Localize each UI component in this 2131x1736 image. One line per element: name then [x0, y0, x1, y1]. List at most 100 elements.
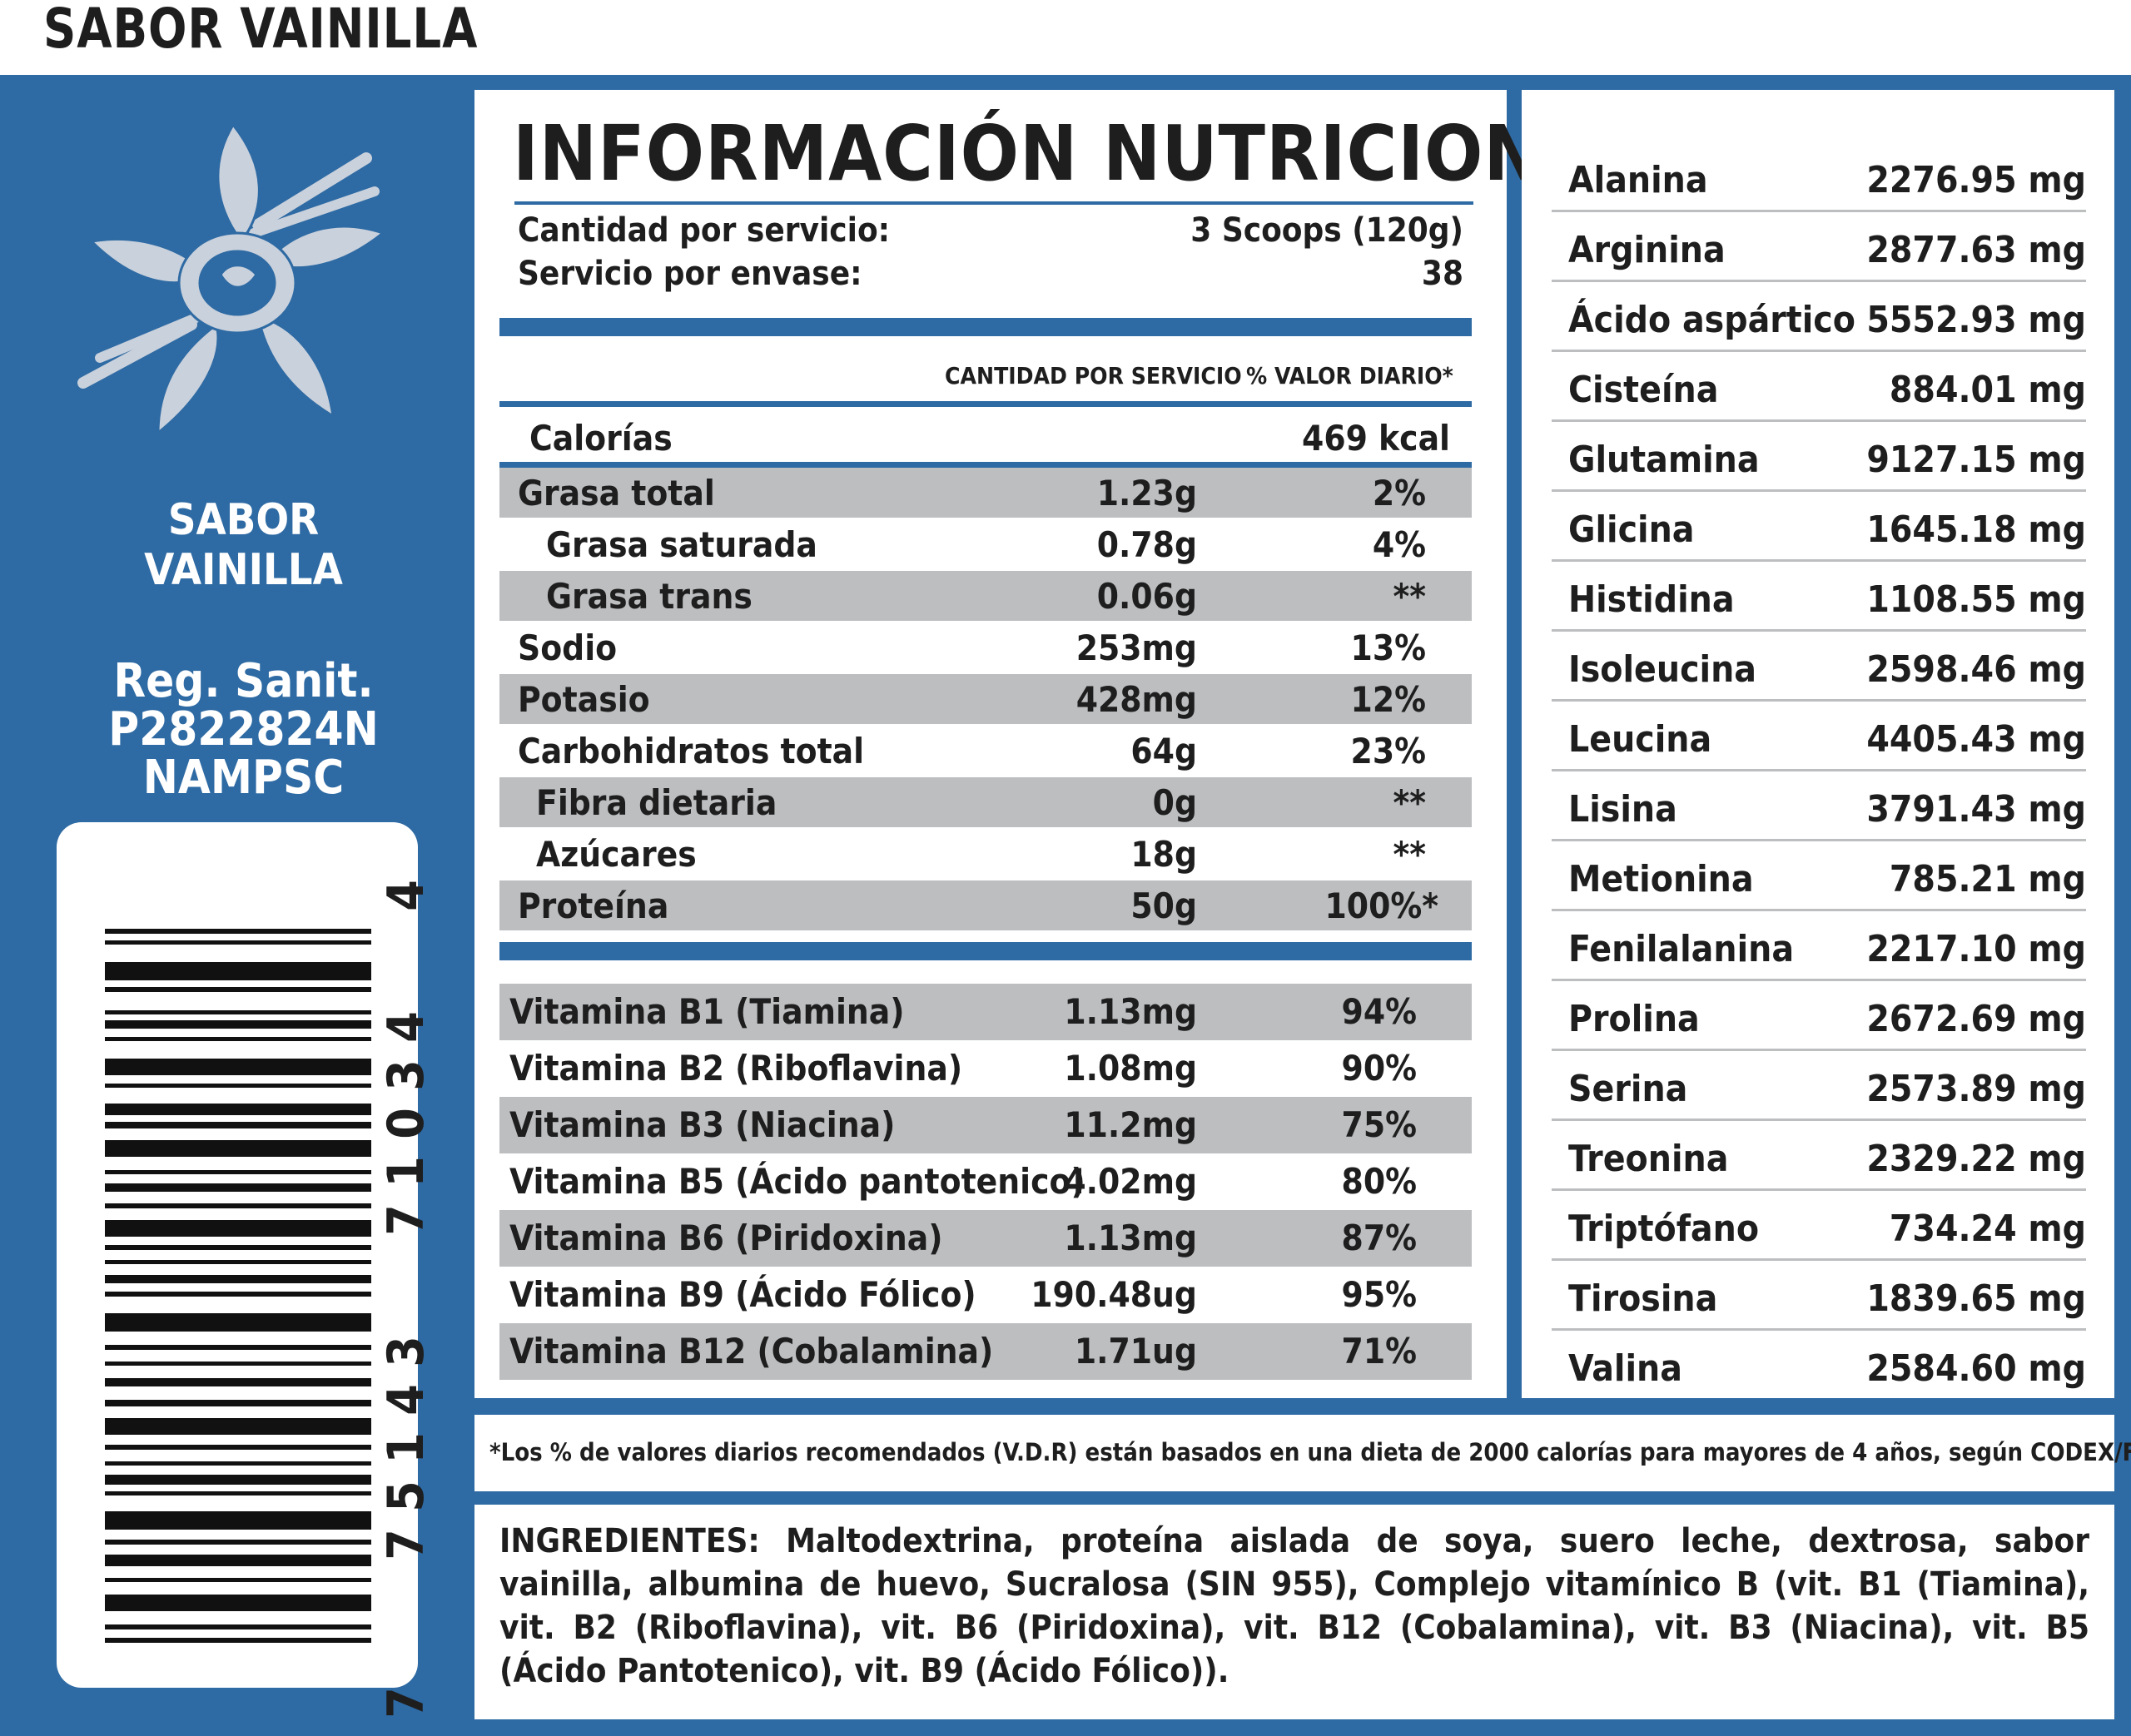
amino-name: Glicina: [1568, 508, 1695, 551]
barcode-digit: 7: [377, 1529, 435, 1560]
health-registry-label: Reg. Sanit.: [113, 654, 374, 708]
amino-value: 2329.22 mg: [1866, 1138, 2086, 1180]
amino-row: Alanina 2276.95 mg: [1552, 140, 2086, 212]
amino-value: 2276.95 mg: [1866, 159, 2086, 201]
nutrient-label: Grasa saturada: [546, 524, 817, 565]
ingredients-box: INGREDIENTES: Maltodextrina, proteína ai…: [474, 1505, 2114, 1719]
side-flavor-line-2: VAINILLA: [144, 545, 343, 595]
amino-value: 1839.65 mg: [1866, 1277, 2086, 1320]
nutrition-facts-panel: INFORMACIÓN NUTRICIONAL Cantidad por ser…: [474, 90, 1640, 1398]
amino-row: Arginina 2877.63 mg: [1552, 210, 2086, 282]
amino-row: Glutamina 9127.15 mg: [1552, 419, 2086, 492]
amino-name: Serina: [1568, 1068, 1688, 1110]
calories-divider: [499, 462, 1472, 468]
vitamin-label: Vitamina B6 (Piridoxina): [509, 1218, 943, 1258]
vitamin-label: Vitamina B3 (Niacina): [509, 1104, 896, 1145]
nutrient-label: Azúcares: [536, 834, 697, 875]
calories-value: 469 kcal: [1302, 418, 1450, 459]
nutrient-amount: 0.78g: [1096, 524, 1197, 565]
amino-name: Tirosina: [1568, 1277, 1718, 1320]
amino-row: Cisteína 884.01 mg: [1552, 350, 2086, 422]
amino-row: Fenilalanina 2217.10 mg: [1552, 909, 2086, 981]
vitamin-daily-value: 75%: [1341, 1104, 1417, 1145]
amino-row: Tirosina 1839.65 mg: [1552, 1258, 2086, 1331]
barcode-digit: 5: [377, 1481, 435, 1512]
amino-row: Leucina 4405.43 mg: [1552, 699, 2086, 771]
vitamin-label: Vitamina B1 (Tiamina): [509, 991, 905, 1032]
nutrient-amount: 428mg: [1075, 679, 1197, 720]
barcode-card: 7 7 5 1 4 3 7 1 0 3 4 4: [57, 822, 435, 1719]
vitamin-amount: 4.02mg: [1064, 1161, 1197, 1202]
nutrient-daily-value: 2%: [1372, 473, 1426, 513]
vitamin-row: Vitamina B3 (Niacina) 11.2mg 75%: [499, 1097, 1472, 1153]
nutrient-amount: 50g: [1130, 885, 1197, 926]
amino-name: Arginina: [1568, 229, 1726, 271]
vitamin-label: Vitamina B2 (Riboflavina): [509, 1048, 963, 1089]
serving-size-value: 3 Scoops (120g): [1190, 211, 1463, 250]
vitamin-amount: 1.13mg: [1064, 991, 1197, 1032]
side-flavor-line-1: SABOR: [167, 495, 320, 545]
amino-value: 2672.69 mg: [1866, 998, 2086, 1040]
header-divider: [499, 401, 1472, 407]
barcode: [105, 929, 371, 1643]
amino-name: Ácido aspártico: [1568, 299, 1855, 341]
nutrition-title: INFORMACIÓN NUTRICIONAL: [513, 109, 1642, 198]
amino-row: Isoleucina 2598.46 mg: [1552, 629, 2086, 702]
nutrient-daily-value: **: [1393, 782, 1427, 823]
barcode-digit: 4: [377, 1011, 435, 1043]
nutrient-daily-value: 12%: [1350, 679, 1426, 720]
barcode-digit: 1: [377, 1156, 435, 1188]
barcode-digit: 7: [377, 1204, 435, 1236]
vitamin-row: Vitamina B1 (Tiamina) 1.13mg 94%: [499, 984, 1472, 1040]
barcode-digit: 3: [377, 1336, 435, 1367]
amino-value: 2584.60 mg: [1866, 1347, 2086, 1390]
footnote-box: *Los % de valores diarios recomendados (…: [474, 1415, 2131, 1491]
nutrient-amount: 64g: [1130, 731, 1197, 771]
amino-name: Lisina: [1568, 788, 1677, 831]
amino-name: Metionina: [1568, 858, 1754, 900]
nutrient-amount: 253mg: [1075, 627, 1197, 668]
amino-value: 1108.55 mg: [1866, 578, 2086, 621]
amino-row: Treonina 2329.22 mg: [1552, 1118, 2086, 1191]
barcode-digit: 1: [377, 1432, 435, 1464]
vitamin-amount: 11.2mg: [1064, 1104, 1197, 1145]
amino-name: Isoleucina: [1568, 648, 1756, 691]
amino-value: 4405.43 mg: [1866, 718, 2086, 761]
amino-value: 2573.89 mg: [1866, 1068, 2086, 1110]
amino-row: Metionina 785.21 mg: [1552, 839, 2086, 911]
vitamin-daily-value: 71%: [1341, 1331, 1417, 1371]
nutrient-daily-value: **: [1393, 576, 1427, 617]
vitamin-row: Vitamina B6 (Piridoxina) 1.13mg 87%: [499, 1210, 1472, 1267]
nutrient-row: Proteína 50g 100%*: [499, 880, 1472, 930]
nutrient-daily-value: 4%: [1372, 524, 1426, 565]
amino-name: Valina: [1568, 1347, 1682, 1390]
amino-value: 734.24 mg: [1889, 1208, 2086, 1250]
servings-label: Servicio por envase:: [518, 255, 862, 293]
nutrient-amount: 0.06g: [1096, 576, 1197, 617]
amino-value: 2217.10 mg: [1866, 928, 2086, 970]
nutrient-row: Sodio 253mg 13%: [499, 622, 1472, 672]
nutrient-label: Proteína: [518, 885, 669, 926]
barcode-digit: 7: [377, 1687, 435, 1719]
nutrient-daily-value: 13%: [1350, 627, 1426, 668]
nutrient-daily-value: **: [1393, 834, 1427, 875]
vitamin-row: Vitamina B9 (Ácido Fólico) 190.48ug 95%: [499, 1267, 1472, 1323]
nutrient-amount: 18g: [1130, 834, 1197, 875]
nutrient-label: Fibra dietaria: [536, 782, 777, 823]
vitamin-amount: 1.13mg: [1064, 1218, 1197, 1258]
servings-value: 38: [1421, 255, 1463, 293]
vitamin-label: Vitamina B5 (Ácido pantotenico): [509, 1161, 1085, 1202]
vitamin-amount: 1.08mg: [1064, 1048, 1197, 1089]
nutrient-row: Carbohidratos total 64g 23%: [499, 726, 1472, 776]
calories-row: Calorías 469 kcal: [499, 413, 1472, 459]
nutrient-row: Potasio 428mg 12%: [499, 674, 1472, 724]
nutrient-daily-value: 23%: [1350, 731, 1426, 771]
column-header-daily-value: % VALOR DIARIO*: [1246, 362, 1453, 389]
flavor-title: SABOR VAINILLA: [43, 0, 479, 61]
vitamin-row: Vitamina B2 (Riboflavina) 1.08mg 90%: [499, 1040, 1472, 1097]
section-divider: [499, 318, 1472, 336]
nutrient-row: Fibra dietaria 0g **: [499, 777, 1472, 827]
amino-value: 3791.43 mg: [1866, 788, 2086, 831]
amino-row: Lisina 3791.43 mg: [1552, 769, 2086, 841]
amino-name: Prolina: [1568, 998, 1700, 1040]
